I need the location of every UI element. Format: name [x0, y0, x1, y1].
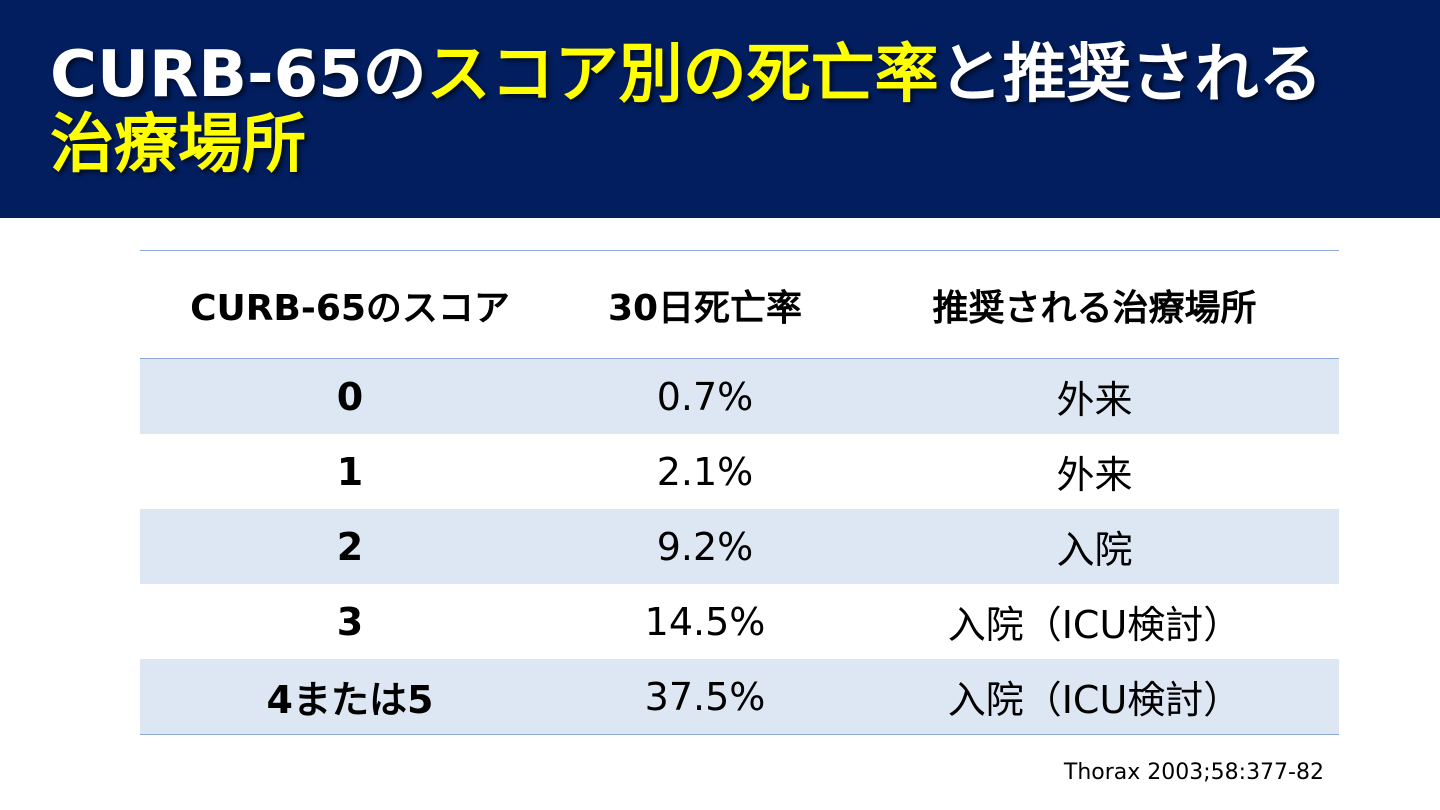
- curb65-table: CURB-65のスコア 30日死亡率 推奨される治療場所 0 0.7% 外来 1…: [140, 250, 1339, 735]
- mortality-cell: 2.1%: [656, 449, 754, 494]
- mortality-cell: 14.5%: [644, 599, 766, 644]
- header-mortality: 30日死亡率: [607, 287, 803, 329]
- title-part-3: と推奨される: [938, 38, 1323, 112]
- score-cell: 4または5: [266, 678, 434, 722]
- treatment-place-cell: 入院（ICU検討）: [947, 603, 1242, 647]
- header-treatment-place: 推奨される治療場所: [932, 287, 1257, 329]
- slide-title: CURB-65のスコア別の死亡率と推奨される治療場所: [50, 40, 1410, 180]
- treatment-place-cell: 外来: [1056, 378, 1133, 422]
- treatment-place-cell: 外来: [1056, 453, 1133, 497]
- title-banner: CURB-65のスコア別の死亡率と推奨される治療場所: [0, 0, 1440, 218]
- score-cell: 2: [336, 524, 364, 569]
- score-cell: 0: [336, 374, 364, 419]
- treatment-place-cell: 入院（ICU検討）: [947, 678, 1242, 722]
- table-row: 2 9.2% 入院: [140, 509, 1339, 584]
- score-cell: 3: [336, 599, 364, 644]
- table-header-row: CURB-65のスコア 30日死亡率 推奨される治療場所: [140, 251, 1339, 359]
- title-part-1: CURB-65の: [50, 38, 427, 112]
- title-highlight-2: 治療場所: [50, 108, 306, 182]
- treatment-place-cell: 入院: [1056, 528, 1133, 572]
- mortality-cell: 0.7%: [656, 374, 754, 419]
- citation: Thorax 2003;58:377-82: [1063, 760, 1324, 785]
- title-highlight-1: スコア別の死亡率: [426, 38, 939, 112]
- header-score: CURB-65のスコア: [190, 287, 510, 329]
- mortality-cell: 37.5%: [644, 674, 766, 719]
- table-row: 0 0.7% 外来: [140, 359, 1339, 434]
- mortality-cell: 9.2%: [656, 524, 754, 569]
- table-row: 4または5 37.5% 入院（ICU検討）: [140, 659, 1339, 734]
- table-row: 3 14.5% 入院（ICU検討）: [140, 584, 1339, 659]
- table-row: 1 2.1% 外来: [140, 434, 1339, 509]
- score-cell: 1: [336, 449, 364, 494]
